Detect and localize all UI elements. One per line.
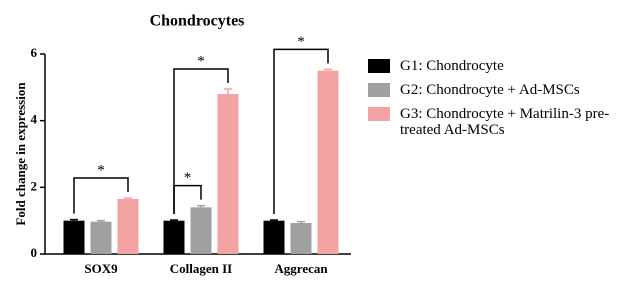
bar — [190, 207, 212, 254]
error-bar — [197, 204, 205, 208]
bar — [90, 221, 112, 254]
y-tick-label: 0 — [31, 245, 38, 260]
legend-swatch — [368, 59, 390, 73]
error-bar — [170, 219, 178, 221]
y-axis-label: Fold change in expression — [13, 82, 28, 226]
error-bar — [297, 220, 305, 223]
bar — [117, 199, 139, 254]
error-bar — [224, 88, 232, 94]
x-tick-label: Aggrecan — [274, 261, 328, 276]
bar — [263, 220, 285, 254]
legend-swatch — [368, 83, 390, 97]
x-tick-label: SOX9 — [84, 261, 118, 276]
legend-label: G1: Chondrocyte — [400, 58, 504, 74]
legend-swatch — [368, 107, 390, 121]
bar — [163, 220, 185, 254]
y-tick-label: 6 — [31, 45, 38, 60]
bar — [217, 94, 239, 254]
error-bar — [124, 197, 132, 199]
legend-item: G1: Chondrocyte — [368, 58, 623, 74]
chart-title: Chondrocytes — [150, 13, 245, 30]
legend-label: G3: Chondrocyte + Matrilin-3 pre-treated… — [400, 106, 610, 138]
significance-bracket — [173, 68, 229, 214]
x-tick-label: Collagen II — [170, 261, 232, 276]
significance-label: * — [197, 53, 205, 69]
bar — [290, 223, 312, 254]
legend-label: G2: Chondrocyte + Ad-MSCs — [400, 82, 580, 98]
significance-label: * — [184, 170, 192, 186]
error-bar — [70, 218, 78, 221]
error-bar — [270, 219, 278, 221]
y-tick-label: 4 — [31, 112, 38, 127]
legend-item: G3: Chondrocyte + Matrilin-3 pre-treated… — [368, 106, 623, 138]
error-bar — [324, 68, 332, 71]
bar — [317, 70, 339, 255]
error-bar — [97, 219, 105, 222]
significance-bracket — [273, 48, 329, 214]
legend-item: G2: Chondrocyte + Ad-MSCs — [368, 82, 623, 98]
legend: G1: Chondrocyte G2: Chondrocyte + Ad-MSCs… — [368, 58, 623, 146]
significance-bracket — [73, 177, 129, 214]
y-tick-label: 2 — [31, 178, 38, 193]
significance-label: * — [297, 34, 305, 50]
significance-label: * — [97, 162, 105, 178]
bar — [63, 220, 85, 254]
